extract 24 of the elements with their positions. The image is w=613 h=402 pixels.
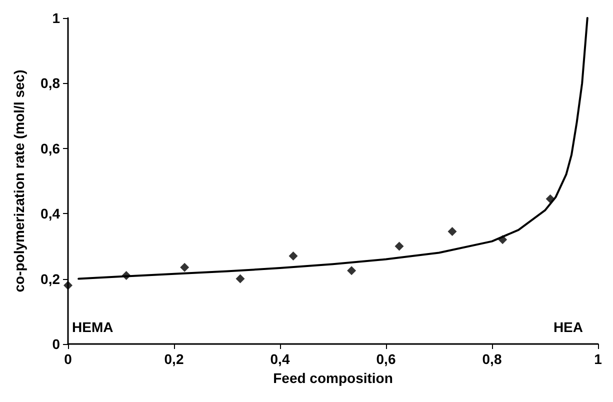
annotation: HEA [553, 319, 584, 335]
point [347, 266, 356, 276]
x-tick-label: 0 [64, 351, 72, 367]
y-tick-label: 0,8 [40, 75, 60, 92]
point [288, 251, 298, 260]
x-tick-label: 0,4 [270, 351, 290, 367]
x-tick-label: 0,8 [482, 351, 502, 367]
x-tick-label: 1 [594, 351, 602, 367]
point [64, 280, 72, 290]
point [394, 242, 404, 251]
line-series [78, 17, 588, 280]
point [236, 274, 245, 284]
point [180, 262, 190, 272]
point [448, 227, 457, 236]
y-tick-label: 0,2 [40, 270, 60, 287]
y-tick-label: 0 [52, 336, 60, 352]
y-tick-label: 0,6 [40, 140, 60, 156]
y-axis-title: co-polymerization rate (mol/l sec) [11, 70, 27, 292]
y-tick-label: 0,4 [40, 206, 60, 222]
x-axis-title: Feed composition [273, 370, 393, 386]
x-tick-label: 0,6 [376, 351, 396, 367]
x-tick-label: 0,2 [164, 351, 184, 367]
y-tick-label: 1 [52, 10, 60, 26]
annotation: HEMA [72, 319, 114, 335]
